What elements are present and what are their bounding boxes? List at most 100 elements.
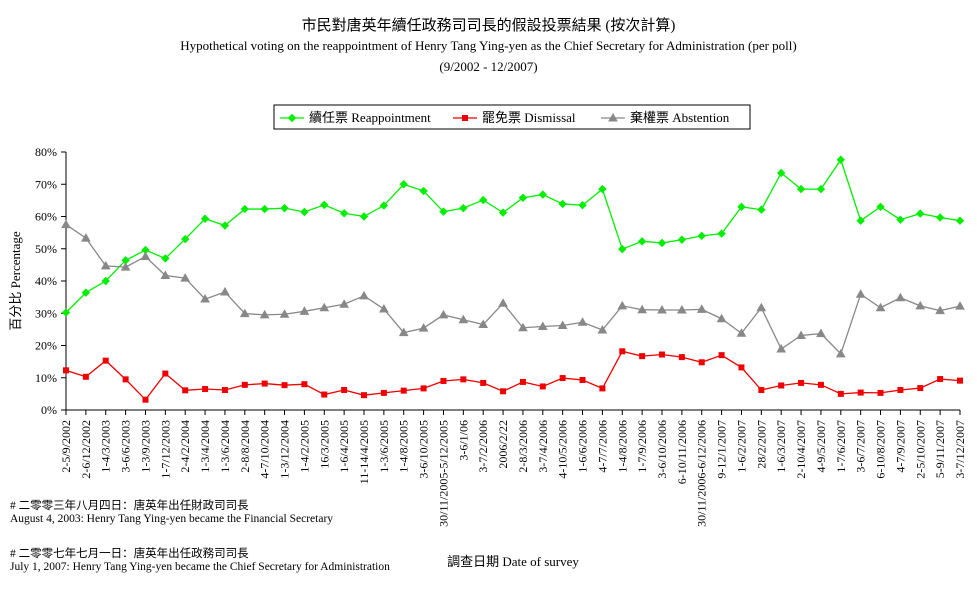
x-tick-label: 1-6/6/2006 — [576, 420, 590, 473]
abstention-point — [657, 305, 667, 314]
legend-reappointment-label: 續任票 Reappointment — [309, 110, 431, 125]
dismissal-point — [301, 381, 308, 388]
abstention-point — [359, 290, 369, 300]
x-tick-label: 2-4/2/2004 — [178, 420, 192, 473]
x-tick-label: 30/11/2006-6/12/2006 — [695, 420, 709, 527]
dismissal-point — [341, 387, 348, 394]
dismissal-point — [619, 348, 626, 355]
x-tick-label: 6-10/11/2006 — [675, 420, 689, 484]
y-tick-label: 30% — [35, 306, 57, 320]
reappointment-point — [260, 204, 269, 214]
x-tick-label: 3-7/12/2007 — [953, 420, 967, 479]
x-tick-label: 2006/2/22 — [496, 420, 510, 469]
reappointment-point — [478, 195, 488, 205]
reappointment-point — [81, 288, 91, 297]
note-zh-2007: # 二零零七年七月一日：唐英年出任政務司司長 — [10, 548, 249, 560]
abstention-point — [379, 304, 389, 313]
abstention-point — [716, 313, 727, 323]
reappointment-point — [737, 202, 746, 212]
reappointment-point — [776, 168, 786, 178]
dismissal-point — [142, 396, 149, 403]
x-tick-label: 1-4/2/2005 — [297, 420, 311, 473]
dismissal-point — [817, 381, 824, 388]
y-tick-label: 80% — [35, 145, 57, 159]
dismissal-point — [63, 367, 69, 374]
reappointment-point — [419, 186, 428, 196]
abstention-point — [577, 317, 588, 326]
y-tick-label: 50% — [35, 242, 57, 256]
x-tick-label: 1-4/3/2003 — [99, 420, 113, 473]
x-tick-label: 2-8/3/2006 — [516, 420, 530, 473]
reappointment-point — [498, 208, 508, 217]
y-tick-label: 70% — [35, 177, 57, 191]
dismissal-point — [599, 385, 606, 392]
dismissal-point — [758, 387, 765, 394]
dismissal-point — [162, 370, 169, 377]
reappointment-point — [697, 231, 706, 241]
x-tick-label: 2-8/8/2004 — [238, 420, 252, 473]
legend-abstention-label: 棄權票 Abstention — [630, 110, 730, 125]
reappointment-point — [339, 209, 349, 218]
x-tick-label: 3-6/7/2007 — [854, 420, 868, 473]
reappointment-point — [637, 237, 647, 246]
x-tick-label: 1-3/6/2004 — [218, 420, 232, 473]
dismissal-point — [539, 383, 546, 390]
abstention-point — [120, 262, 131, 271]
abstention-point — [518, 322, 528, 332]
x-tick-label: 3-6/10/2005 — [417, 420, 431, 479]
legend-reappointment-marker — [287, 113, 297, 123]
abstention-point — [259, 309, 270, 319]
reappointment-point — [876, 202, 885, 212]
reappointment-point — [379, 201, 389, 210]
abstention-point — [816, 328, 826, 338]
x-tick-label: 3-6/1/06 — [456, 420, 470, 461]
reappointment-point — [518, 193, 528, 203]
abstention-point — [637, 304, 647, 314]
reappointment-point — [717, 229, 726, 238]
reappointment-point — [856, 216, 865, 225]
abstention-point — [339, 299, 349, 308]
dismissal-point — [480, 379, 487, 386]
chart-title: 市民對唐英年續任政務司司長的假設投票結果 (按次計算) — [301, 18, 676, 34]
abstention-point — [319, 302, 330, 312]
legend-dismissal-label: 罷免票 Dismissal — [482, 110, 576, 125]
dismissal-point — [519, 378, 526, 385]
x-tick-label: 30/11/2005-5/12/2005 — [436, 420, 450, 527]
reappointment-point — [240, 204, 250, 214]
abstention-point — [617, 300, 628, 310]
reappointment-point — [200, 214, 210, 223]
y-axis-label: 百分比 Percentage — [8, 231, 23, 331]
x-tick-label: 1-6/3/2007 — [774, 420, 788, 473]
abstention-point — [776, 344, 787, 353]
dismissal-point — [241, 381, 248, 388]
x-axis-label: 調查日期 Date of survey — [447, 554, 579, 569]
abstention-point — [438, 309, 449, 319]
legend-box — [273, 104, 751, 130]
reappointment-line — [65, 158, 961, 314]
x-tick-label: 4-7/10/2004 — [258, 420, 272, 479]
dismissal-point — [460, 376, 467, 383]
x-tick-label: 4-7/9/2007 — [893, 420, 907, 473]
abstention-point — [756, 302, 767, 312]
dismissal-point — [361, 392, 367, 399]
dismissal-point — [281, 382, 288, 389]
x-tick-label: 2-6/12/2002 — [79, 420, 93, 479]
chart-period: (9/2002 - 12/2007) — [439, 59, 538, 74]
x-tick-label: 28/2/2007 — [754, 420, 768, 469]
abstention-point — [915, 300, 926, 310]
abstention-point — [796, 330, 806, 340]
reappointment-point — [578, 201, 587, 210]
dismissal-point — [559, 375, 566, 382]
reappointment-point — [657, 238, 667, 248]
reappointment-point — [300, 207, 309, 217]
dismissal-point — [738, 364, 745, 371]
reappointment-point — [618, 244, 627, 254]
abstention-point — [955, 301, 965, 310]
reappointment-point — [816, 184, 826, 194]
abstention-point — [696, 304, 707, 313]
abstention-point — [61, 219, 71, 229]
x-tick-label: 2-10/4/2007 — [794, 420, 808, 479]
x-tick-label: 4-10/5/2006 — [556, 420, 570, 479]
chart-subtitle: Hypothetical voting on the reappointment… — [180, 38, 797, 53]
dismissal-point — [698, 359, 705, 366]
